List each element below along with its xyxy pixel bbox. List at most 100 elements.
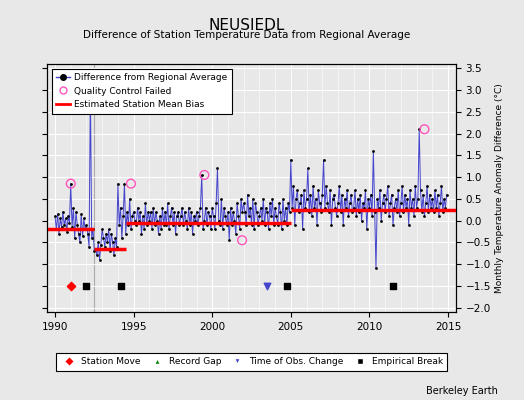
Point	[321, 204, 329, 211]
Point	[91, 246, 100, 252]
Point	[242, 222, 250, 228]
Point	[420, 213, 429, 220]
Point	[365, 204, 374, 211]
Point	[245, 213, 253, 220]
Point	[303, 165, 312, 172]
Point	[171, 230, 180, 237]
Point	[224, 209, 232, 215]
Point	[336, 209, 345, 215]
Point	[66, 220, 74, 226]
Point	[103, 239, 112, 246]
Point	[275, 200, 283, 206]
Point	[215, 218, 223, 224]
Point	[201, 204, 210, 211]
Point	[225, 237, 233, 244]
Point	[64, 213, 72, 220]
Point	[413, 196, 422, 202]
Point	[425, 191, 434, 198]
Point	[260, 222, 269, 228]
Point	[183, 226, 192, 232]
Point	[423, 183, 431, 189]
Point	[200, 172, 209, 178]
Point	[189, 230, 197, 237]
Point	[136, 209, 145, 215]
Point	[53, 211, 62, 217]
Point	[216, 222, 224, 228]
Point	[338, 191, 346, 198]
Point	[232, 230, 240, 237]
Point	[116, 204, 125, 211]
Point	[311, 196, 320, 202]
Point	[341, 196, 349, 202]
Point	[377, 218, 386, 224]
Point	[82, 222, 91, 228]
Point	[153, 218, 161, 224]
Point	[198, 172, 206, 178]
Point	[373, 196, 381, 202]
Point	[79, 233, 87, 239]
Point	[401, 191, 409, 198]
Point	[398, 183, 406, 189]
Point	[300, 187, 308, 193]
Point	[427, 204, 435, 211]
Point	[369, 148, 378, 154]
Point	[116, 283, 125, 289]
Point	[234, 213, 243, 220]
Point	[299, 226, 307, 232]
Point	[319, 156, 328, 163]
Point	[238, 237, 246, 244]
Point	[105, 226, 113, 232]
Point	[226, 204, 235, 211]
Point	[362, 187, 370, 193]
Point	[360, 204, 368, 211]
Point	[99, 235, 107, 241]
Point	[134, 204, 142, 211]
Point	[231, 218, 239, 224]
Point	[179, 222, 188, 228]
Point	[396, 213, 404, 220]
Point	[270, 222, 278, 228]
Point	[126, 196, 134, 202]
Point	[292, 196, 300, 202]
Point	[330, 191, 339, 198]
Point	[313, 222, 321, 228]
Point	[435, 213, 443, 220]
Point	[59, 209, 67, 215]
Point	[252, 200, 260, 206]
Point	[358, 200, 367, 206]
Point	[169, 222, 177, 228]
Point	[384, 183, 392, 189]
Point	[119, 213, 127, 220]
Point	[389, 283, 397, 289]
Point	[315, 200, 324, 206]
Point	[75, 239, 84, 246]
Point	[301, 204, 310, 211]
Point	[246, 204, 255, 211]
Point	[355, 209, 363, 215]
Point	[393, 209, 401, 215]
Point	[403, 196, 412, 202]
Point	[281, 204, 290, 211]
Point	[334, 200, 342, 206]
Point	[192, 209, 201, 215]
Point	[67, 180, 75, 187]
Point	[276, 209, 285, 215]
Point	[101, 244, 109, 250]
Point	[68, 224, 76, 230]
Point	[436, 200, 444, 206]
Point	[283, 283, 291, 289]
Point	[74, 230, 83, 237]
Point	[390, 204, 398, 211]
Point	[156, 213, 164, 220]
Point	[193, 222, 202, 228]
Point	[89, 226, 97, 232]
Point	[333, 213, 341, 220]
Point	[347, 191, 355, 198]
Point	[418, 209, 426, 215]
Point	[97, 241, 105, 248]
Point	[122, 230, 130, 237]
Point	[424, 209, 433, 215]
Point	[289, 183, 298, 189]
Point	[372, 265, 380, 272]
Point	[71, 235, 79, 241]
